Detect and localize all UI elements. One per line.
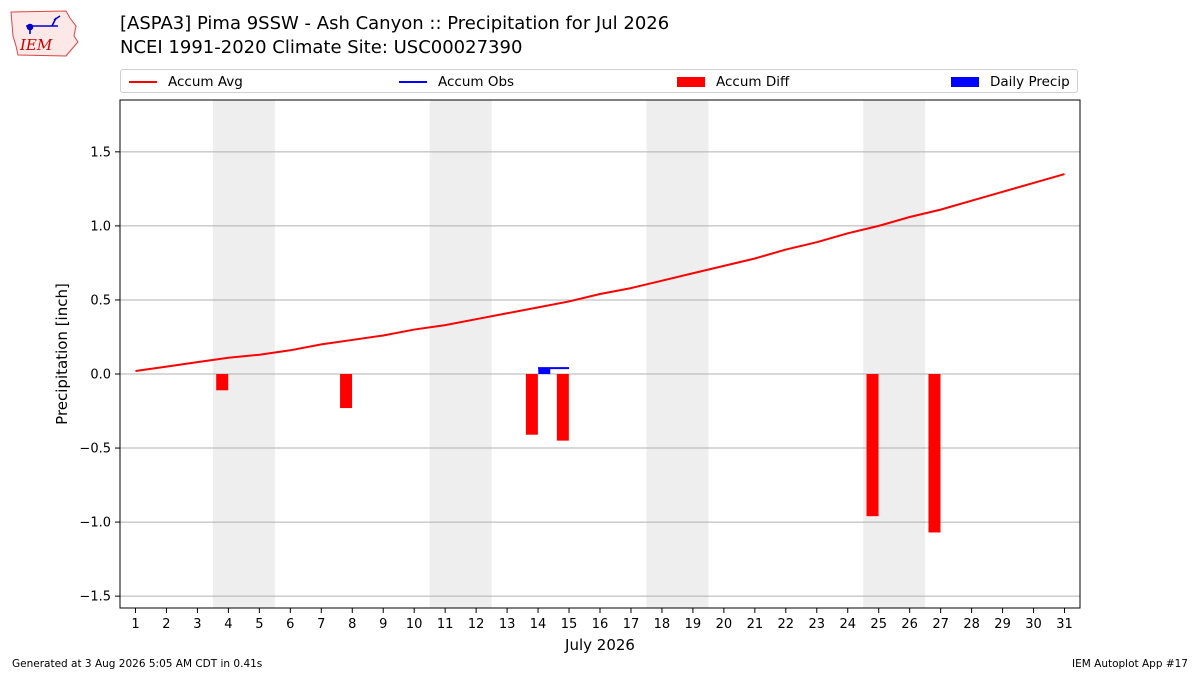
x-tick-label: 25 <box>870 617 887 632</box>
legend-label: Accum Diff <box>716 74 790 90</box>
bars <box>216 368 941 533</box>
x-tick-label: 19 <box>685 617 702 632</box>
iowa-outline-icon <box>10 10 79 57</box>
weather-station-icon <box>26 15 61 34</box>
y-axis-ticks: −1.5 −1.0 −0.5 0.0 0.5 1.0 1.5 <box>79 145 120 605</box>
x-tick-label: 14 <box>530 617 547 632</box>
y-tick-label: −1.5 <box>79 590 111 605</box>
legend-item-daily-precip: Daily Precip <box>951 73 1070 91</box>
legend-swatch <box>399 81 427 83</box>
legend-label: Daily Precip <box>990 74 1070 90</box>
x-tick-label: 31 <box>1056 617 1073 632</box>
x-tick-label: 26 <box>901 617 918 632</box>
weekend-band-2 <box>429 100 492 608</box>
legend-item-accum-obs: Accum Obs <box>399 73 514 91</box>
x-tick-label: 5 <box>255 617 263 632</box>
y-tick-label: −0.5 <box>79 442 111 457</box>
x-tick-label: 2 <box>162 617 170 632</box>
accum-diff-bar <box>866 373 879 517</box>
weekend-band-3 <box>646 100 709 608</box>
x-tick-label: 8 <box>348 617 356 632</box>
y-tick-label: −1.0 <box>79 516 111 531</box>
x-tick-label: 16 <box>592 617 609 632</box>
x-tick-label: 4 <box>224 617 232 632</box>
accum-diff-bar <box>216 373 229 391</box>
x-tick-label: 1 <box>131 617 139 632</box>
legend-label: Accum Avg <box>168 74 243 90</box>
x-tick-label: 22 <box>778 617 795 632</box>
x-tick-label: 21 <box>747 617 764 632</box>
y-tick-label: 1.5 <box>90 145 111 160</box>
accum-diff-bar <box>525 373 538 435</box>
x-tick-label: 13 <box>499 617 516 632</box>
accum-diff-bar <box>928 373 941 533</box>
x-tick-label: 20 <box>716 617 733 632</box>
legend-item-accum-avg: Accum Avg <box>129 73 243 91</box>
legend-swatch <box>951 77 979 87</box>
x-tick-label: 27 <box>932 617 949 632</box>
iem-logo: IEM <box>10 10 79 57</box>
legend-swatch <box>677 77 705 87</box>
x-tick-label: 3 <box>193 617 201 632</box>
x-tick-label: 17 <box>623 617 640 632</box>
x-tick-label: 18 <box>654 617 671 632</box>
x-tick-label: 9 <box>379 617 387 632</box>
x-tick-label: 10 <box>406 617 423 632</box>
chart-title: [ASPA3] Pima 9SSW - Ash Canyon :: Precip… <box>120 13 670 34</box>
accum-diff-bar <box>556 373 569 441</box>
x-tick-label: 7 <box>317 617 325 632</box>
y-axis-label: Precipitation [inch] <box>53 283 71 425</box>
accum-avg-line <box>135 173 1065 373</box>
weekend-band-4 <box>863 100 926 608</box>
y-tick-label: 0.0 <box>90 367 111 382</box>
generated-timestamp: Generated at 3 Aug 2026 5:05 AM CDT in 0… <box>12 658 263 670</box>
legend-label: Accum Obs <box>438 74 515 90</box>
legend-swatch <box>129 81 157 83</box>
series-lines <box>135 173 1065 373</box>
logo-text: IEM <box>19 36 53 54</box>
x-tick-label: 30 <box>1025 617 1042 632</box>
legend-item-accum-diff: Accum Diff <box>677 73 789 91</box>
y-tick-label: 0.5 <box>90 293 111 308</box>
x-tick-label: 23 <box>809 617 826 632</box>
grid-lines <box>120 151 1080 597</box>
accum-diff-bar <box>340 373 353 409</box>
x-tick-label: 6 <box>286 617 294 632</box>
chart-subtitle: NCEI 1991-2020 Climate Site: USC00027390 <box>120 37 523 58</box>
x-tick-label: 28 <box>963 617 980 632</box>
daily-precip-bar <box>538 368 551 374</box>
app-credit: IEM Autoplot App #17 <box>1072 658 1188 670</box>
weekend-shading <box>212 100 926 608</box>
legend: Accum Avg Accum Obs Accum Diff Daily Precip <box>120 69 1078 93</box>
x-tick-label: 29 <box>994 617 1011 632</box>
x-axis-label: July 2026 <box>564 636 635 654</box>
x-axis-ticks: 1 2 3 4 5 6 7 8 9 10 11 12 13 14 15 16 17 18 19 20 21 22 23 24 2… <box>131 608 1073 632</box>
x-tick-label: 15 <box>561 617 578 632</box>
x-tick-label: 12 <box>468 617 485 632</box>
x-tick-label: 24 <box>839 617 856 632</box>
x-tick-label: 11 <box>437 617 454 632</box>
y-tick-label: 1.0 <box>90 219 111 234</box>
